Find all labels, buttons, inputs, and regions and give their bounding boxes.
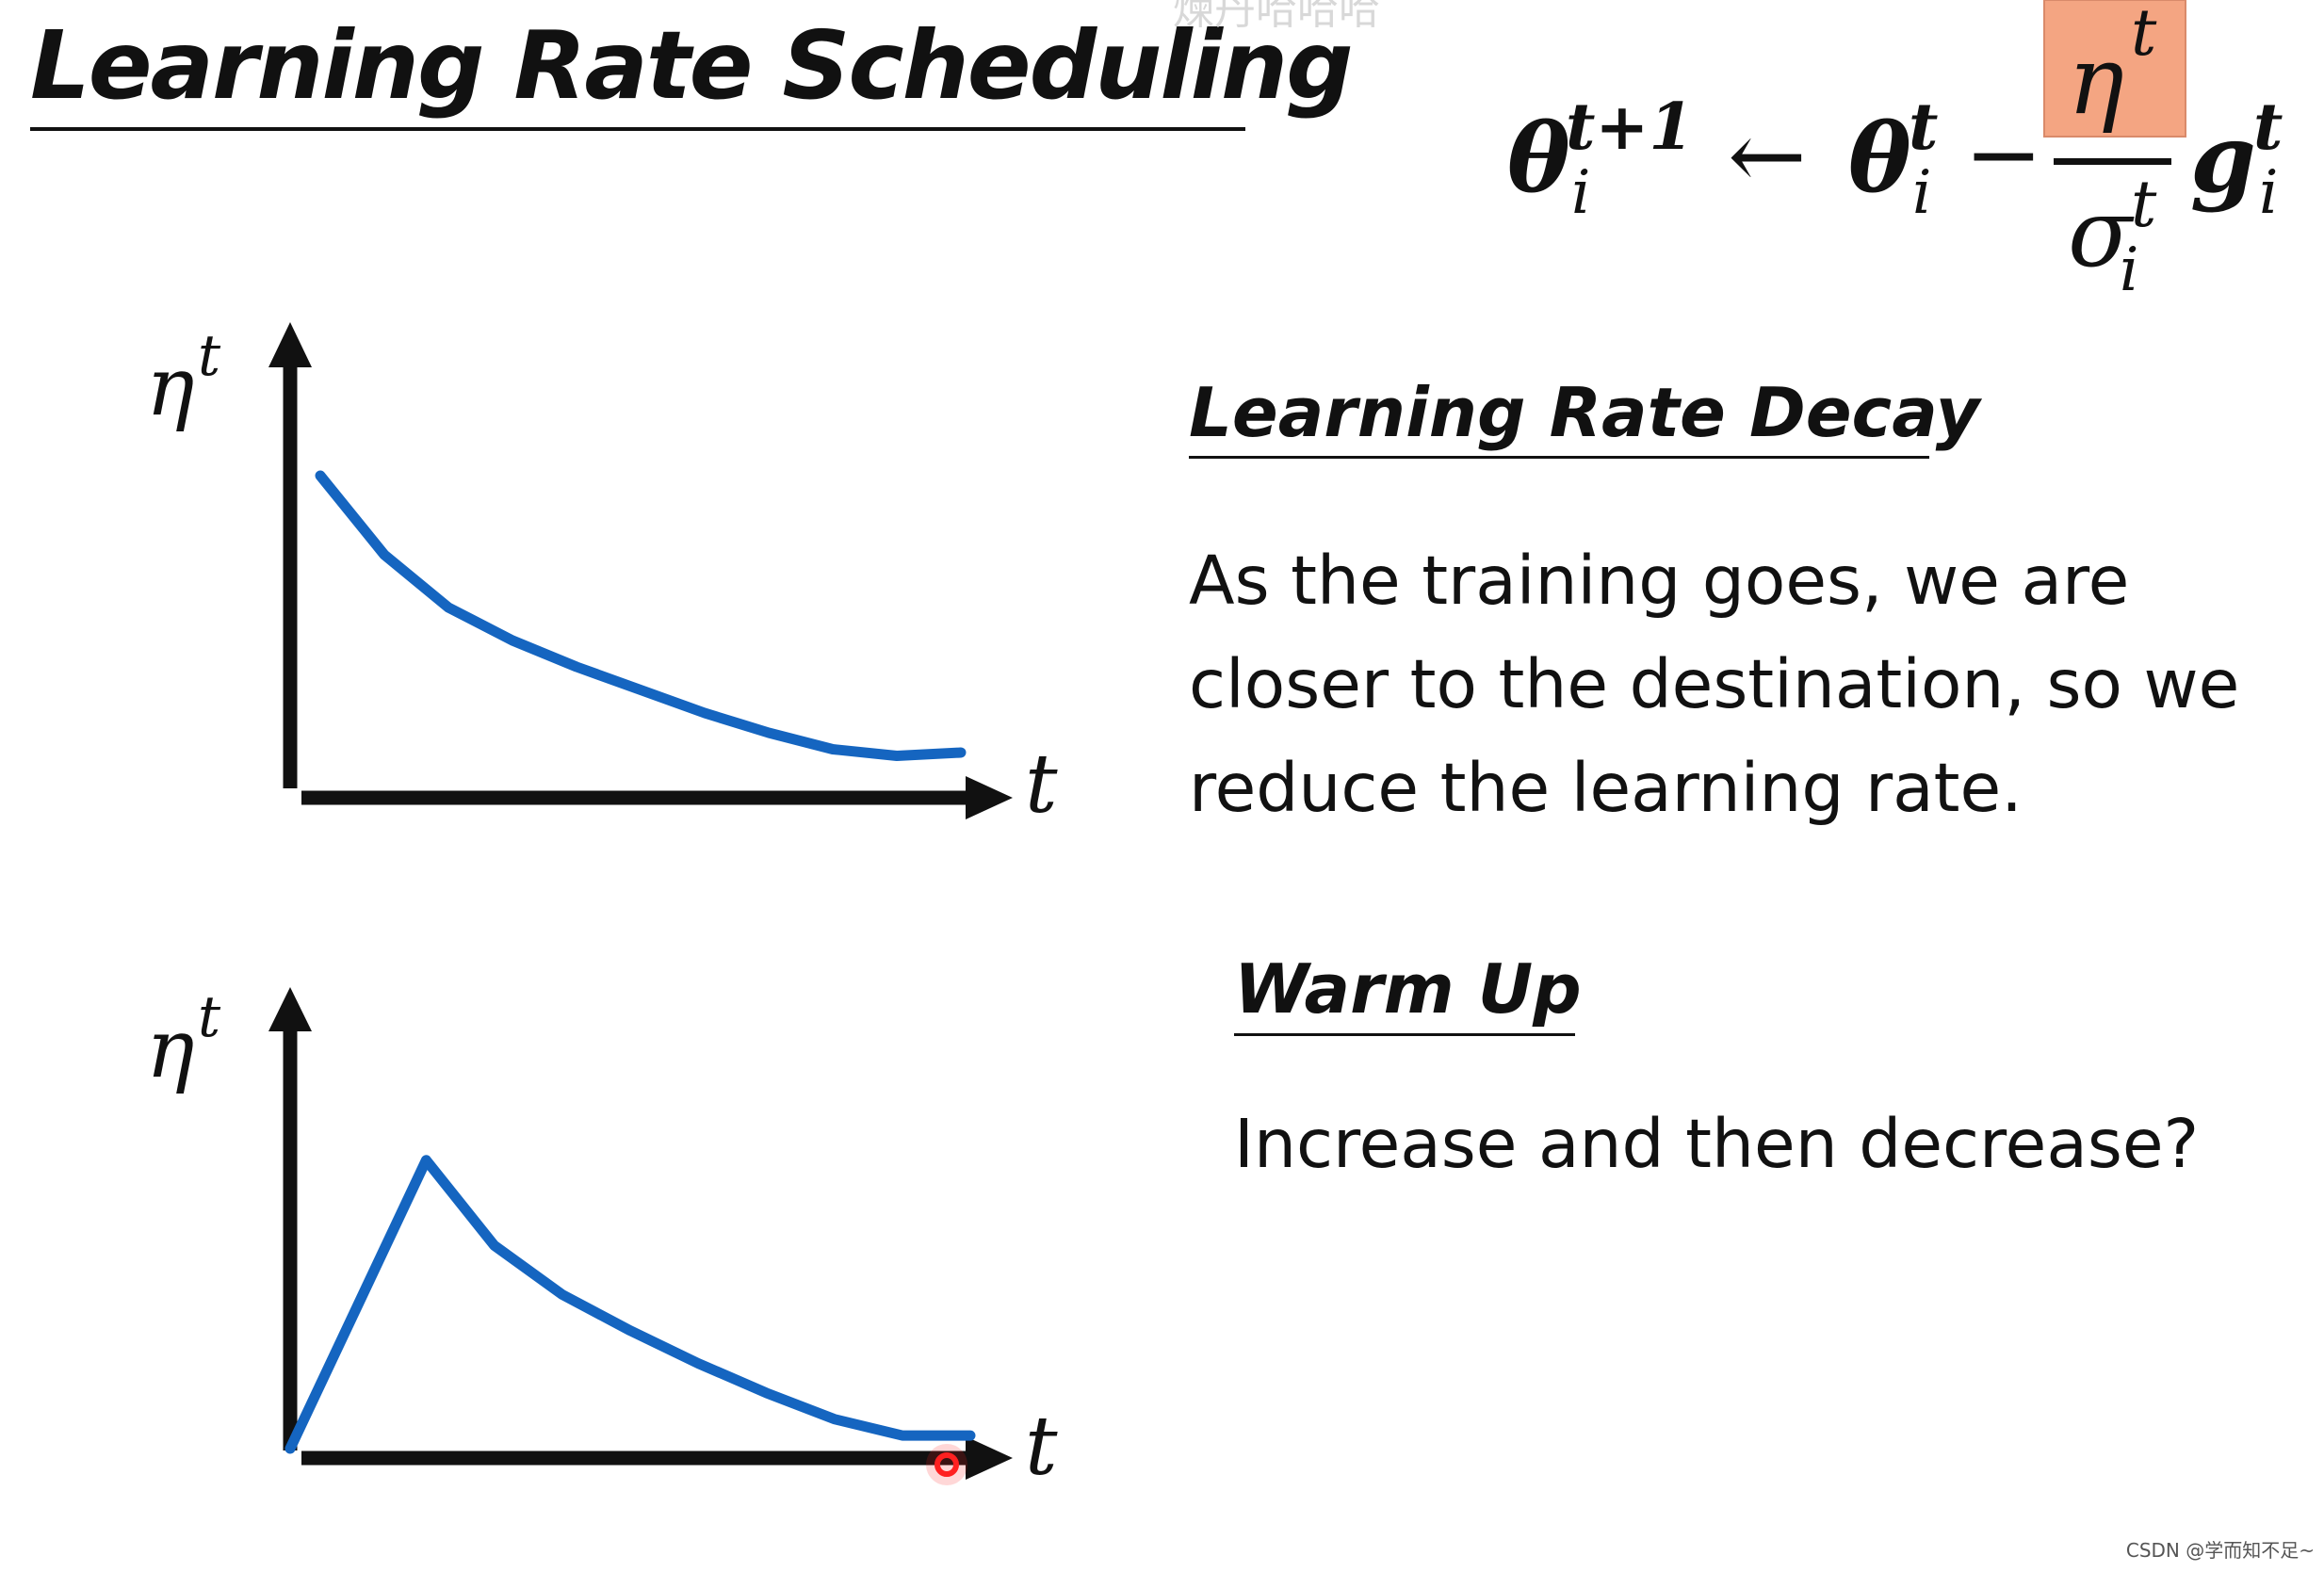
decay-x-label: t: [1025, 737, 1058, 832]
warmup-chart: η t t: [146, 984, 1058, 1494]
warmup-y-axis-arrowhead: [268, 987, 312, 1031]
warmup-heading-underline: [1234, 1033, 1575, 1036]
warmup-curve: [284, 1155, 976, 1454]
warmup-x-axis-arrowhead: [966, 1436, 1013, 1480]
slide-title: Learning Rate Scheduling: [30, 10, 1354, 121]
decay-chart: η t t: [146, 322, 1058, 832]
decay-line-2: closer to the destination, so we: [1189, 645, 2240, 723]
decay-heading: Learning Rate Decay: [1189, 373, 1980, 452]
decay-x-axis-arrowhead: [966, 776, 1013, 819]
decay-line-1: As the training goes, we are: [1189, 542, 2130, 620]
warmup-heading: Warm Up: [1234, 949, 1582, 1029]
decay-line-3: reduce the learning rate.: [1189, 749, 2023, 827]
warmup-y-label-sup: t: [198, 984, 221, 1050]
decay-heading-underline: [1189, 456, 1929, 459]
decay-y-axis-arrowhead: [268, 322, 312, 367]
decay-y-label-sup: t: [198, 323, 221, 389]
decay-curve: [315, 470, 967, 761]
cursor-dot[interactable]: [934, 1452, 959, 1477]
watermark-top: 煉丹哈哈哈: [1173, 0, 1380, 34]
watermark-bottom: CSDN @学而知不足~: [2125, 1539, 2315, 1562]
decay-y-label: η: [146, 340, 195, 434]
title-underline: [30, 127, 1245, 131]
cursor-glow: [926, 1444, 967, 1485]
warmup-line-1: Increase and then decrease?: [1234, 1105, 2200, 1183]
warmup-y-label: η: [146, 1002, 195, 1096]
warmup-x-label: t: [1025, 1400, 1058, 1494]
